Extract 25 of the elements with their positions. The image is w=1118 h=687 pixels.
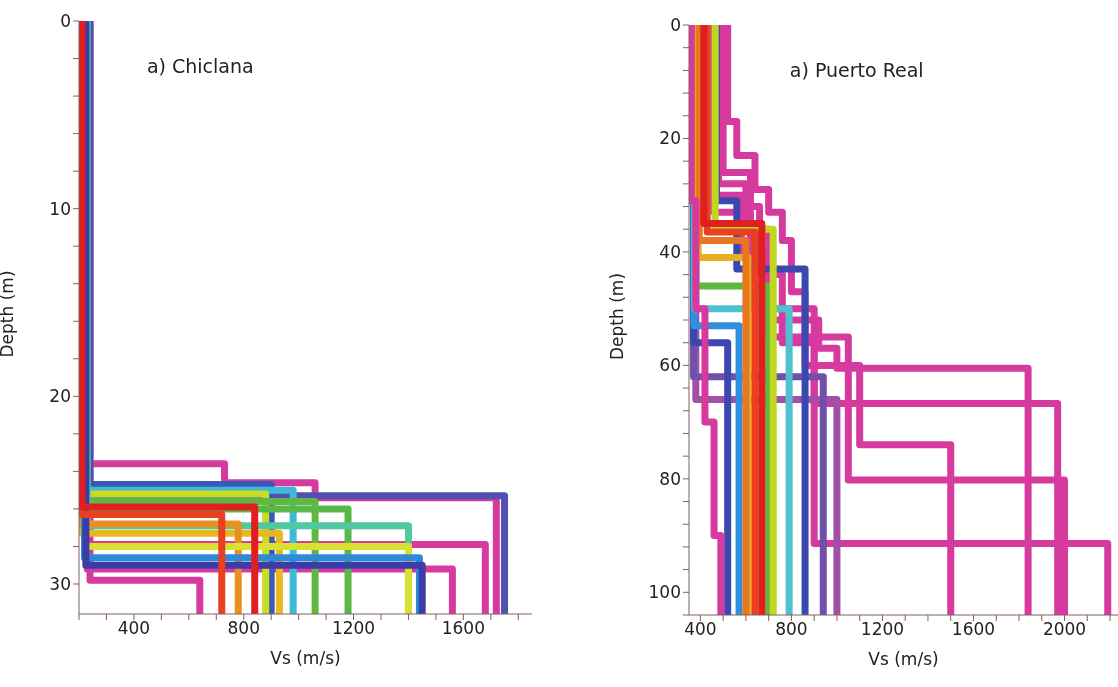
y-tick-label: 30 bbox=[49, 574, 71, 595]
y-axis-title: Depth (m) bbox=[0, 270, 18, 358]
y-tick-label: 20 bbox=[49, 386, 71, 407]
text: a) Chiclana bbox=[146, 55, 254, 77]
x-tick-label: 800 bbox=[775, 619, 808, 640]
x-tick-label: 800 bbox=[227, 618, 260, 639]
x-axis-title: Vs (m/s) bbox=[270, 648, 341, 668]
y-tick-label: 80 bbox=[659, 468, 681, 489]
y-tick-label: 10 bbox=[49, 198, 71, 219]
x-tick-label: 1200 bbox=[331, 618, 376, 639]
x-tick-label: 2000 bbox=[1042, 619, 1087, 640]
y-tick-label: 0 bbox=[60, 11, 71, 32]
y-tick-label: 0 bbox=[670, 15, 681, 36]
y-tick-label: 40 bbox=[659, 241, 681, 262]
x-tick-label: 1200 bbox=[860, 619, 905, 640]
y-tick-label: 60 bbox=[659, 355, 681, 376]
x-tick-label: 400 bbox=[684, 619, 717, 640]
x-tick-label: 400 bbox=[117, 618, 151, 639]
y-tick-label: 20 bbox=[659, 128, 681, 149]
x-tick-label: 1600 bbox=[951, 619, 996, 640]
x-tick-label: 1600 bbox=[441, 618, 485, 639]
x-axis-title: Vs (m/s) bbox=[868, 649, 939, 669]
text: a) Puerto Real bbox=[789, 59, 924, 81]
y-axis-title: Depth (m) bbox=[607, 272, 628, 360]
y-tick-label: 100 bbox=[648, 582, 681, 603]
